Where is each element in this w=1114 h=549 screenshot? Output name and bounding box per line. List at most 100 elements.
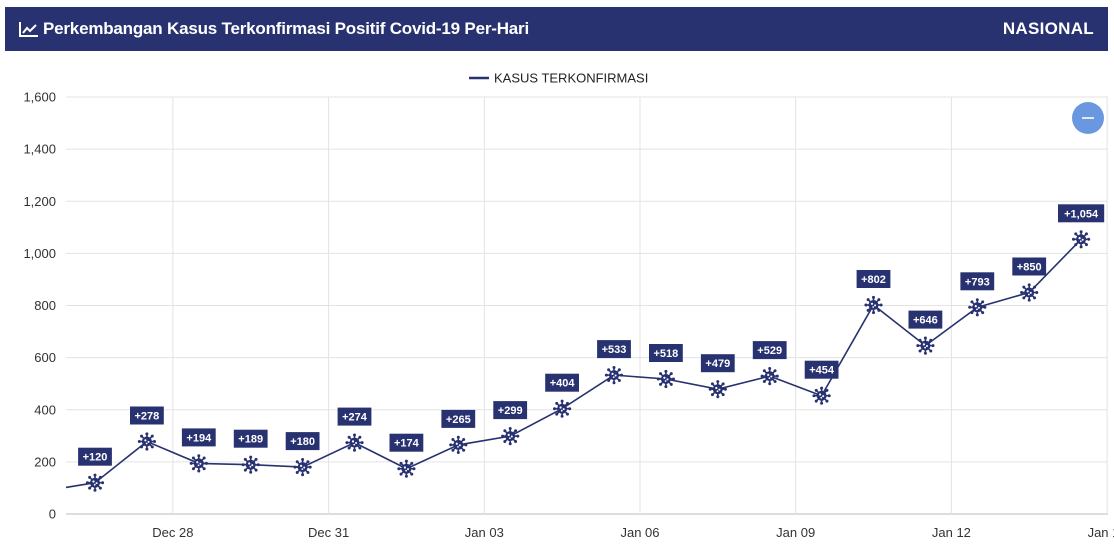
region-label[interactable]: NASIONAL [1002,19,1094,38]
virus-spike-tip [877,308,881,312]
virus-icon[interactable] [708,380,727,399]
virus-spike-tip [669,372,673,376]
virus-icon[interactable] [449,435,468,454]
virus-spike-tip [708,387,712,391]
data-label-text: +189 [238,434,263,446]
virus-spike-tip [607,378,611,382]
x-tick-label: Jan 03 [465,525,504,540]
virus-icon[interactable] [760,367,779,386]
virus-icon[interactable] [501,427,520,446]
legend-label: KASUS TERKONFIRMASI [494,71,648,86]
virus-dot [93,483,96,486]
virus-spike-tip [191,456,195,460]
virus-spike-tip [241,463,245,467]
virus-spike-tip [85,481,89,485]
legend[interactable]: KASUS TERKONFIRMASI [469,71,648,86]
data-label-text: +518 [654,348,679,360]
virus-dot [197,464,200,467]
y-tick-label: 1,200 [23,194,56,209]
data-label-box [389,433,424,452]
virus-icon[interactable] [293,458,312,477]
virus-spike-tip [1074,243,1078,247]
data-label-text: +299 [498,405,523,417]
data-label-box [545,373,579,392]
virus-spike-tip [825,388,829,392]
virus-spike-tip [254,457,258,461]
virus-body [401,463,412,474]
virus-spike-tip [243,468,247,472]
y-tick-label: 800 [34,298,56,313]
virus-spike-tip [293,465,297,469]
virus-icon[interactable] [604,366,624,385]
virus-dot [1028,293,1030,296]
virus-icon[interactable] [345,433,364,452]
virus-spike-tip [659,372,663,376]
virus-body [297,462,308,473]
virus-spike-tip [93,473,97,477]
virus-icon[interactable] [241,455,260,474]
virus-spike-tip [827,394,831,398]
virus-dot [458,444,461,447]
virus-icon[interactable] [656,369,675,389]
virus-spike-tip [93,488,97,492]
virus-dot [977,306,980,309]
virus-dot [251,464,254,467]
virus-dot [457,446,459,448]
virus-spike-tip [306,460,310,464]
virus-spike-tip [301,458,305,461]
virus-spike-tip [555,412,559,416]
virus-spike-tip [101,481,105,485]
virus-spike-tip [150,445,154,449]
virus-icon[interactable] [812,386,831,405]
virus-body [712,384,723,395]
series-line-path [65,238,1082,489]
virus-dot [1078,237,1081,240]
virus-spike-tip [88,486,92,490]
virus-spike-tip [1027,298,1031,302]
virus-spike-tip [775,374,779,378]
virus-dot [611,372,614,375]
virus-spike-tip [1072,237,1075,241]
virus-icon[interactable] [916,336,935,355]
virus-spike-tip [295,470,299,474]
data-label: +120 [78,447,112,466]
virus-icon[interactable] [85,473,105,492]
zoom-button[interactable] [1072,102,1104,134]
virus-dot [718,388,721,391]
virus-spike-tip [254,468,258,472]
virus-spike-tip [412,467,416,471]
y-tick-label: 600 [34,350,56,365]
data-label: +533 [597,340,631,359]
data-label: +518 [649,344,683,362]
virus-icon[interactable] [397,459,416,478]
virus-icon[interactable] [1072,230,1091,249]
virus-spike-tip [98,475,102,479]
virus-dot [562,408,565,411]
data-label-text: +265 [446,414,471,426]
virus-spike-tip [140,445,144,449]
virus-icon[interactable] [864,295,883,315]
virus-icon[interactable] [553,399,572,418]
virus-spike-tip [565,401,569,405]
virus-spike-tip [1035,291,1039,294]
virus-spike-tip [553,407,556,411]
data-label-text: +646 [913,315,938,327]
data-label-box [1012,257,1047,276]
virus-body [1024,287,1035,298]
virus-icon[interactable] [1020,283,1039,302]
virus-icon[interactable] [968,298,987,317]
data-labels: +120 +278 +194 +189 +180 +274 +174 +265 +299 +404… [78,204,1105,466]
virus-icon[interactable] [137,432,156,451]
virus-spike-tip [358,435,362,439]
virus-dot [248,462,251,465]
virus-spike-tip [301,473,305,477]
virus-spike-tip [462,438,466,442]
virus-spike-tip [358,446,362,450]
virus-spike-tip [249,455,253,459]
virus-dot [95,482,98,485]
virus-dot [663,376,666,379]
virus-spike-tip [137,440,141,443]
virus-spike-tip [669,382,673,386]
virus-icon[interactable] [189,454,208,473]
virus-dot [403,466,406,469]
